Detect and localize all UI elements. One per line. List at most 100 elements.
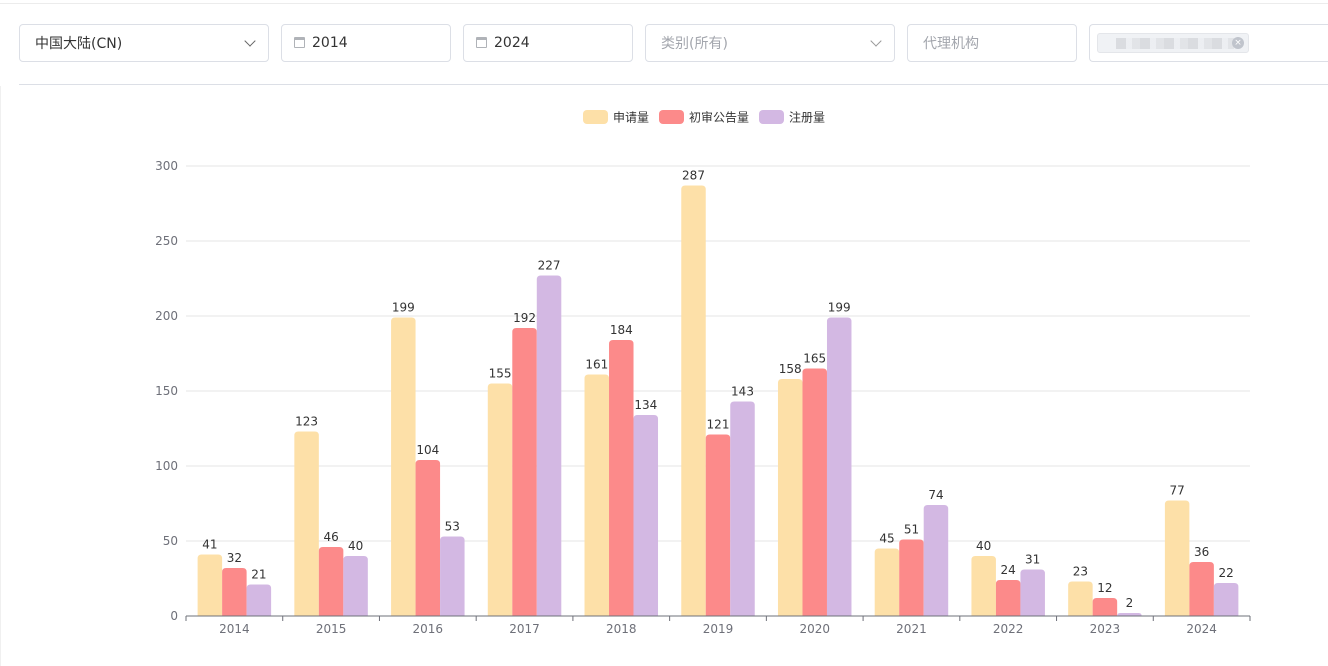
bar-value-label: 104: [416, 443, 439, 457]
bar-registration: [246, 584, 272, 616]
x-tick-label: 2019: [703, 622, 734, 636]
bar-value-label: 36: [1194, 545, 1209, 559]
bar-value-label: 161: [585, 358, 608, 372]
bar-preliminary: [1189, 562, 1214, 616]
top-border: [0, 3, 1328, 4]
bar-value-label: 158: [779, 362, 802, 376]
bar-preliminary: [415, 460, 441, 616]
bar-value-label: 2: [1126, 596, 1134, 610]
chart-legend: 申请量 初审公告量 注册量: [583, 110, 825, 125]
bar-preliminary: [802, 368, 827, 616]
bar-value-label: 134: [634, 398, 657, 412]
bar-registration: [633, 415, 659, 616]
x-tick-label: 2022: [993, 622, 1024, 636]
bar-application: [777, 379, 803, 616]
start-year-picker[interactable]: 2014: [281, 24, 451, 62]
x-tick-label: 2014: [219, 622, 250, 636]
region-select[interactable]: 中国大陆(CN): [19, 24, 269, 62]
legend-swatch: [659, 110, 684, 124]
bar-application: [294, 431, 319, 616]
y-tick-label: 150: [155, 384, 178, 398]
bar-value-label: 143: [731, 385, 754, 399]
close-icon[interactable]: ×: [1232, 37, 1244, 49]
x-tick-label: 2021: [896, 622, 927, 636]
y-tick-label: 250: [155, 234, 178, 248]
bar-registration: [536, 275, 562, 616]
bar-chart: 申请量 初审公告量 注册量 41 32 21 123 46 40 199 104 53 155 192 2…: [155, 110, 1251, 636]
bar-value-label: 192: [513, 311, 536, 325]
bar-value-label: 165: [803, 352, 826, 366]
selected-tag: ×: [1097, 33, 1249, 53]
bar-registration: [440, 536, 465, 616]
bar-application: [874, 548, 900, 616]
x-tick-label: 2020: [799, 622, 830, 636]
y-tick-label: 50: [163, 534, 178, 548]
bar-value-label: 121: [707, 418, 730, 432]
bar-value-label: 199: [828, 301, 851, 315]
applicant-tag-select[interactable]: ×: [1089, 24, 1328, 62]
bar-registration: [1117, 613, 1142, 616]
legend-swatch: [759, 110, 784, 124]
bar-preliminary: [899, 539, 924, 616]
region-select-value: 中国大陆(CN): [35, 36, 123, 52]
bar-value-label: 24: [1001, 563, 1016, 577]
chevron-down-icon: [244, 35, 256, 47]
bar-value-label: 184: [610, 323, 633, 337]
bar-preliminary: [609, 340, 634, 616]
bar-registration: [923, 505, 949, 616]
bar-value-label: 53: [445, 520, 460, 534]
chart-bars: 41 32 21 123 46 40 199 104 53 155 192 227 161 184 134 2…: [197, 169, 1239, 616]
bar-application: [1068, 581, 1093, 616]
x-tick-label: 2016: [413, 622, 444, 636]
bar-value-label: 45: [879, 532, 894, 546]
bar-value-label: 155: [489, 367, 512, 381]
bar-registration: [1213, 583, 1239, 616]
category-select-placeholder: 类别(所有): [661, 36, 728, 52]
end-year-picker[interactable]: 2024: [463, 24, 633, 62]
y-tick-label: 300: [155, 159, 178, 173]
panel-edge: [0, 86, 1, 666]
redacted-tag-text: [1116, 38, 1234, 49]
bar-value-label: 77: [1169, 484, 1184, 498]
bar-value-label: 12: [1097, 581, 1112, 595]
x-axis: 2014 2015 2016 2017 2018 2019 2020 2021 2022 2023…: [185, 615, 1251, 636]
agency-input-placeholder: 代理机构: [923, 36, 979, 52]
bar-registration: [730, 401, 755, 616]
y-axis: 0 50 100 150 200 250 300: [155, 159, 178, 623]
bar-value-label: 21: [251, 568, 266, 582]
bar-value-label: 227: [538, 259, 561, 273]
chevron-down-icon: [870, 35, 882, 47]
bar-value-label: 23: [1073, 565, 1088, 579]
bar-registration: [343, 556, 368, 616]
legend-label: 注册量: [789, 110, 825, 125]
legend-label: 初审公告量: [689, 110, 749, 125]
bar-value-label: 287: [682, 169, 705, 183]
bar-registration: [1020, 569, 1045, 616]
agency-input[interactable]: 代理机构: [907, 24, 1077, 62]
calendar-icon: [294, 37, 305, 48]
bar-application: [584, 374, 610, 616]
filter-divider: [19, 84, 1328, 85]
calendar-icon: [476, 37, 487, 48]
bar-value-label: 31: [1025, 553, 1040, 567]
legend-label: 申请量: [613, 111, 649, 125]
bar-value-label: 32: [227, 551, 242, 565]
bar-value-label: 40: [976, 539, 991, 553]
bar-preliminary: [995, 580, 1021, 616]
bar-value-label: 22: [1218, 566, 1233, 580]
bar-preliminary: [222, 568, 247, 616]
bar-application: [197, 554, 223, 616]
x-tick-label: 2015: [316, 622, 347, 636]
filter-bar: 中国大陆(CN) 2014 2024 类别(所有) 代理机构 ×: [0, 0, 1328, 86]
x-tick-label: 2023: [1090, 622, 1121, 636]
bar-value-label: 40: [348, 539, 363, 553]
category-select[interactable]: 类别(所有): [645, 24, 895, 62]
y-tick-label: 0: [170, 609, 178, 623]
bar-preliminary: [512, 328, 537, 616]
bar-value-label: 199: [392, 301, 415, 315]
bar-value-label: 41: [202, 538, 217, 552]
legend-swatch: [583, 110, 608, 124]
bar-application: [971, 556, 996, 616]
y-tick-label: 100: [155, 459, 178, 473]
bar-value-label: 74: [928, 488, 943, 502]
